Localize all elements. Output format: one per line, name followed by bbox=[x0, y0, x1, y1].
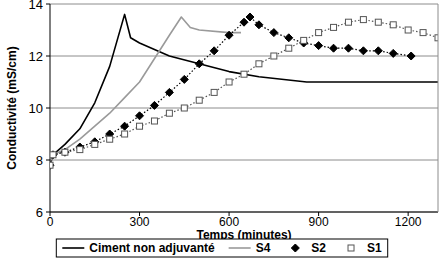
marker-square bbox=[345, 19, 351, 25]
marker-square bbox=[271, 53, 277, 59]
series bbox=[50, 13, 415, 169]
legend: Ciment non adjuvanté S4 S2 S1 bbox=[56, 239, 387, 257]
marker-square bbox=[77, 147, 83, 153]
marker-diamond bbox=[374, 47, 382, 55]
marker-diamond bbox=[50, 161, 54, 169]
legend-swatch bbox=[348, 245, 354, 251]
x-axis bbox=[50, 212, 438, 213]
series-line bbox=[50, 17, 411, 165]
marker-diamond bbox=[150, 101, 158, 109]
legend-item: Ciment non adjuvanté bbox=[62, 241, 215, 255]
legend-box bbox=[56, 239, 387, 257]
marker-diamond bbox=[240, 18, 248, 26]
series bbox=[50, 14, 438, 165]
y-axis-title: Conductivité (mS/cm) bbox=[5, 46, 19, 169]
marker-square bbox=[122, 131, 128, 137]
y-tick-label: 6 bbox=[36, 205, 43, 220]
marker-diamond bbox=[315, 42, 323, 50]
legend-label: Ciment non adjuvanté bbox=[89, 241, 215, 255]
marker-diamond bbox=[407, 52, 415, 60]
series-line bbox=[50, 14, 438, 165]
y-tick bbox=[46, 56, 50, 57]
series-line bbox=[50, 20, 438, 166]
marker-diamond bbox=[330, 44, 338, 52]
y-tick-label: 8 bbox=[36, 153, 43, 168]
marker-square bbox=[196, 97, 202, 103]
x-tick-label: 0 bbox=[47, 215, 54, 229]
y-tick bbox=[46, 160, 50, 161]
marker-square bbox=[241, 71, 247, 77]
y-tick-label: 14 bbox=[29, 0, 43, 12]
series bbox=[50, 17, 241, 165]
marker-diamond bbox=[359, 47, 367, 55]
legend-swatch bbox=[62, 247, 84, 249]
x-tick-label: 300 bbox=[130, 215, 150, 229]
marker-diamond bbox=[121, 122, 129, 130]
marker-diamond bbox=[50, 151, 57, 159]
grid-line bbox=[50, 4, 438, 5]
marker-diamond bbox=[246, 13, 254, 21]
marker-diamond bbox=[255, 21, 263, 29]
legend-item: S4 bbox=[229, 241, 271, 255]
chart: 6810121403006009001200Temps (minutes)Con… bbox=[0, 0, 444, 265]
marker-square bbox=[420, 30, 426, 36]
legend-label: S1 bbox=[367, 241, 382, 255]
grid-line bbox=[50, 56, 438, 57]
marker-diamond bbox=[285, 34, 293, 42]
marker-square bbox=[405, 27, 411, 33]
marker-diamond bbox=[136, 112, 144, 120]
plot-frame bbox=[438, 4, 439, 212]
x-tick-label: 600 bbox=[219, 215, 239, 229]
legend-item: S1 bbox=[348, 241, 382, 255]
grid-line bbox=[50, 212, 438, 213]
marker-square bbox=[137, 123, 143, 129]
marker-square bbox=[301, 37, 307, 43]
marker-square bbox=[181, 105, 187, 111]
plot-area bbox=[50, 13, 438, 169]
marker-diamond bbox=[344, 44, 352, 52]
marker-diamond bbox=[195, 60, 203, 68]
marker-square bbox=[256, 61, 262, 67]
grid-line bbox=[50, 160, 438, 161]
marker-square bbox=[166, 110, 172, 116]
x-tick-label: 1200 bbox=[395, 215, 422, 229]
marker-square bbox=[92, 141, 98, 147]
y-tick-label: 12 bbox=[29, 49, 43, 64]
marker-diamond bbox=[61, 148, 69, 156]
marker-square bbox=[390, 22, 396, 28]
legend-swatch bbox=[229, 247, 251, 249]
marker-diamond bbox=[210, 47, 218, 55]
marker-square bbox=[107, 136, 113, 142]
legend-item: S2 bbox=[291, 241, 326, 255]
marker-square bbox=[331, 24, 337, 30]
marker-diamond bbox=[165, 88, 173, 96]
x-tick-label: 900 bbox=[309, 215, 329, 229]
y-tick bbox=[46, 4, 50, 5]
marker-square bbox=[211, 89, 217, 95]
marker-diamond bbox=[389, 49, 397, 57]
marker-diamond bbox=[225, 31, 233, 39]
marker-square bbox=[151, 118, 157, 124]
marker-diamond bbox=[180, 75, 188, 83]
grid-line bbox=[50, 108, 438, 109]
series-line bbox=[50, 17, 241, 165]
series bbox=[50, 17, 438, 169]
y-tick bbox=[46, 108, 50, 109]
marker-square bbox=[375, 19, 381, 25]
legend-swatch bbox=[291, 244, 299, 252]
legend-label: S4 bbox=[256, 241, 271, 255]
marker-square bbox=[50, 152, 56, 158]
y-tick bbox=[46, 212, 50, 213]
y-tick-label: 10 bbox=[29, 101, 43, 116]
marker-square bbox=[360, 17, 366, 23]
marker-diamond bbox=[270, 29, 278, 37]
marker-square bbox=[286, 45, 292, 51]
marker-square bbox=[50, 162, 53, 168]
marker-square bbox=[62, 149, 68, 155]
marker-square bbox=[316, 30, 322, 36]
marker-square bbox=[226, 79, 232, 85]
legend-label: S2 bbox=[311, 241, 326, 255]
